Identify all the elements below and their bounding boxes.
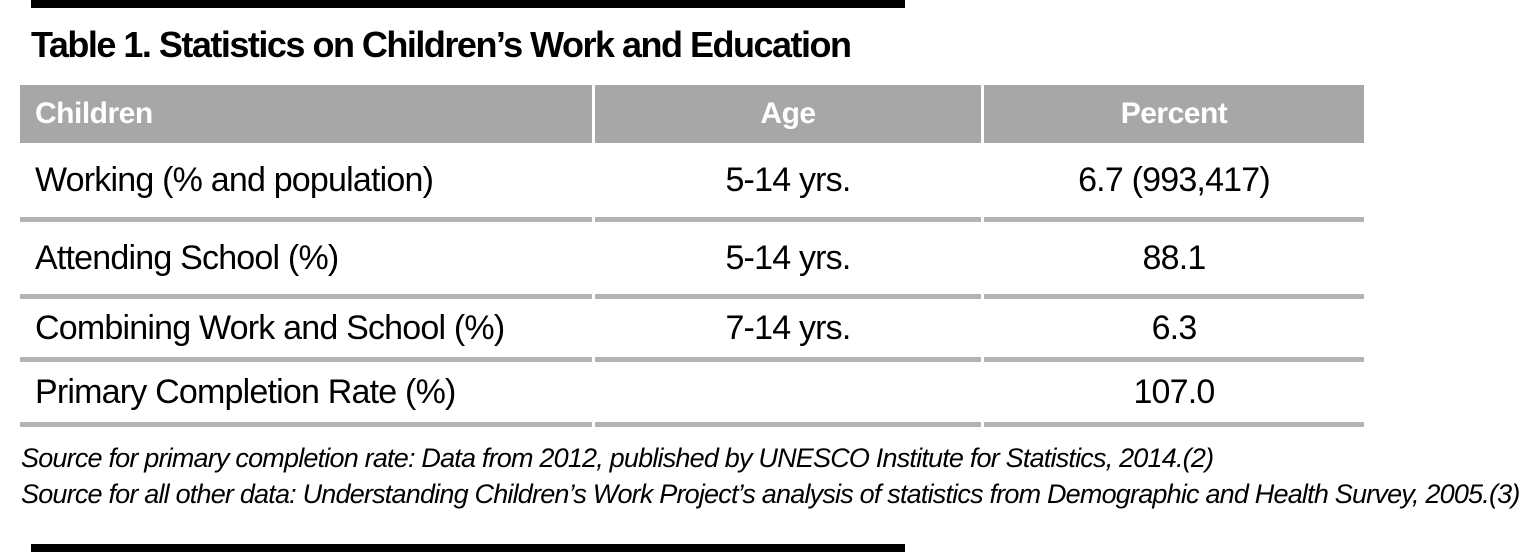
row-attending-school-percent: 88.1 xyxy=(984,222,1364,294)
row-working-label: Working (% and population) xyxy=(20,143,592,217)
row-working-age: 5-14 yrs. xyxy=(595,143,981,217)
row-primary-completion-percent: 107.0 xyxy=(984,362,1364,422)
statistics-table: Children Age Percent Working (% and popu… xyxy=(20,85,1364,427)
source-notes: Source for primary completion rate: Data… xyxy=(21,440,1520,512)
row-attending-school-label: Attending School (%) xyxy=(20,222,592,294)
row-divider xyxy=(595,217,981,222)
row-divider xyxy=(984,217,1364,222)
table-bottom-rule xyxy=(984,422,1364,427)
column-header-percent: Percent xyxy=(984,85,1364,143)
bottom-rule-bar xyxy=(31,544,905,552)
row-primary-completion-label: Primary Completion Rate (%) xyxy=(20,362,592,422)
table-bottom-rule xyxy=(595,422,981,427)
row-divider xyxy=(984,357,1364,362)
table-title: Table 1. Statistics on Children’s Work a… xyxy=(31,24,852,65)
row-working-percent: 6.7 (993,417) xyxy=(984,143,1364,217)
column-header-age: Age xyxy=(595,85,981,143)
row-combining-work-school-age: 7-14 yrs. xyxy=(595,299,981,357)
source-note-other-data: Source for all other data: Understanding… xyxy=(21,479,1520,509)
source-note-primary-completion: Source for primary completion rate: Data… xyxy=(21,443,1214,473)
row-divider xyxy=(595,294,981,299)
row-divider xyxy=(20,217,592,222)
row-divider xyxy=(984,294,1364,299)
top-rule-bar xyxy=(31,0,905,8)
row-combining-work-school-percent: 6.3 xyxy=(984,299,1364,357)
row-divider xyxy=(595,357,981,362)
row-primary-completion-age xyxy=(595,362,981,422)
row-divider xyxy=(20,357,592,362)
row-combining-work-school-label: Combining Work and School (%) xyxy=(20,299,592,357)
row-divider xyxy=(20,294,592,299)
column-header-children: Children xyxy=(20,85,592,143)
row-attending-school-age: 5-14 yrs. xyxy=(595,222,981,294)
table-bottom-rule xyxy=(20,422,592,427)
